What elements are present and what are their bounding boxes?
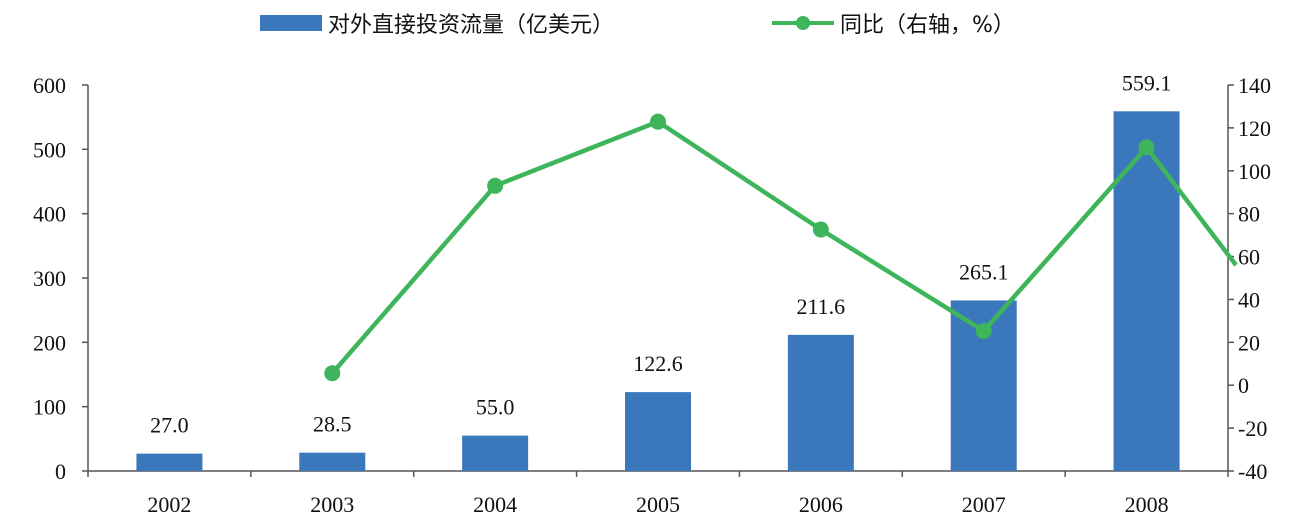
x-tick-label: 2007 [962, 492, 1006, 517]
bar [136, 453, 203, 471]
right-tick-label: 0 [1238, 373, 1249, 398]
right-tick-label: 140 [1238, 73, 1271, 98]
bar-value-label: 265.1 [959, 259, 1009, 284]
bar [462, 435, 529, 471]
line-series [324, 113, 1238, 382]
left-tick-label: 0 [55, 459, 66, 484]
right-tick-label: 80 [1238, 202, 1260, 227]
legend-bar-swatch [260, 15, 322, 31]
x-tick-label: 2004 [473, 492, 517, 517]
axes: 0 100 200 300 400 500 600 -40 -20 0 20 40 60 80 100 120… [33, 73, 1271, 517]
bar-value-label: 55.0 [476, 395, 515, 420]
left-tick-label: 400 [33, 202, 66, 227]
bar [1113, 111, 1180, 472]
bars [136, 111, 1180, 472]
x-tick-label: 2006 [799, 492, 843, 517]
right-tick-label: 40 [1238, 287, 1260, 312]
right-tick-label: -20 [1238, 416, 1267, 441]
bar-value-label: 211.6 [797, 294, 846, 319]
right-tick-label: -40 [1238, 459, 1267, 484]
yoy-point [324, 365, 341, 382]
left-tick-label: 600 [33, 73, 66, 98]
bar-value-label: 122.6 [633, 351, 683, 376]
yoy-point [1138, 139, 1155, 156]
yoy-point [487, 177, 504, 194]
left-tick-label: 200 [33, 330, 66, 355]
yoy-point [975, 322, 992, 339]
bar [625, 392, 691, 471]
legend-line-label: 同比（右轴，%） [840, 13, 1015, 38]
right-tick-label: 60 [1238, 245, 1260, 270]
bar [787, 334, 854, 471]
legend: 对外直接投资流量（亿美元） 同比（右轴，%） [260, 13, 1015, 38]
left-tick-label: 500 [33, 137, 66, 162]
left-tick-label: 300 [33, 266, 66, 291]
right-tick-label: 100 [1238, 159, 1271, 184]
yoy-line [330, 119, 1238, 375]
bar-value-label: 559.1 [1122, 70, 1172, 95]
x-tick-label: 2005 [636, 492, 680, 517]
left-tick-label: 100 [33, 395, 66, 420]
bar-value-label: 27.0 [150, 413, 189, 438]
yoy-point [812, 221, 829, 238]
data-labels: 27.0 28.5 55.0 122.6 211.6 265.1 559.1 [150, 70, 1171, 437]
right-tick-label: 20 [1238, 330, 1260, 355]
bar [299, 452, 366, 471]
x-tick-label: 2008 [1125, 492, 1169, 517]
legend-line-marker [796, 16, 810, 30]
yoy-point [650, 113, 666, 130]
x-tick-label: 2002 [147, 492, 191, 517]
legend-bar-label: 对外直接投资流量（亿美元） [328, 13, 614, 38]
right-tick-label: 120 [1238, 116, 1271, 141]
x-tick-label: 2003 [310, 492, 354, 517]
bar-value-label: 28.5 [313, 412, 352, 437]
